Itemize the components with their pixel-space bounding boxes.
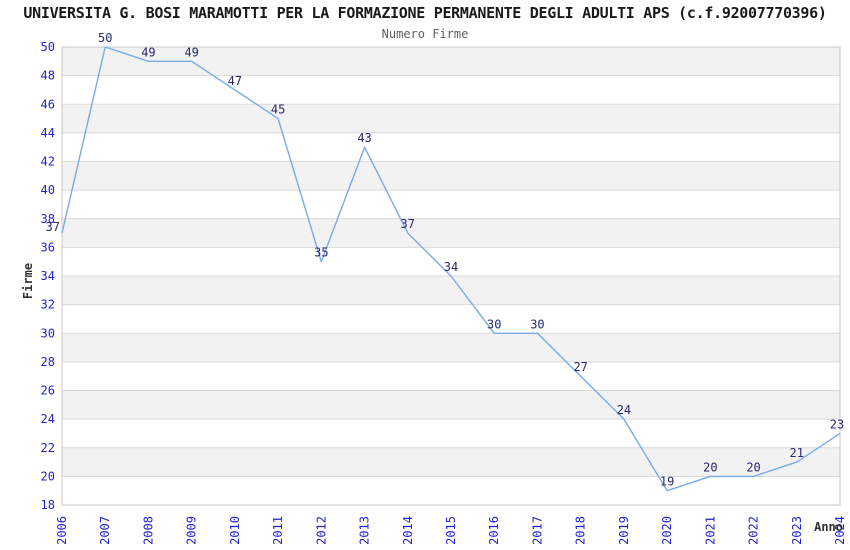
point-label: 27 [573,360,587,374]
y-tick-label: 28 [41,355,55,369]
x-tick-label: 2019 [617,516,631,545]
point-label: 30 [530,317,544,331]
x-tick-label: 2007 [98,516,112,545]
x-tick-label: 2014 [401,516,415,545]
point-label: 49 [141,45,155,59]
grid-band [62,447,840,477]
x-tick-label: 2020 [660,516,674,545]
x-tick-label: 2013 [358,516,372,545]
y-tick-label: 36 [41,240,55,254]
x-tick-label: 2010 [228,516,242,545]
point-label: 20 [703,460,717,474]
point-label: 37 [46,220,60,234]
point-label: 20 [746,460,760,474]
y-tick-label: 40 [41,183,55,197]
x-tick-label: 2006 [55,516,69,545]
data-line [61,46,841,492]
chart-title: UNIVERSITA G. BOSI MARAMOTTI PER LA FORM… [23,4,827,22]
point-label: 37 [401,217,415,231]
grid-band [62,333,840,362]
point-label: 23 [830,417,844,431]
y-tick-label: 46 [41,97,55,111]
y-tick-label: 20 [41,469,55,483]
point-label: 49 [184,45,198,59]
point-label: 47 [228,74,242,88]
y-tick-label: 22 [41,441,55,455]
point-label: 43 [357,131,371,145]
y-tick-label: 32 [41,298,55,312]
y-tick-label: 30 [41,326,55,340]
x-tick-label: 2012 [314,516,328,545]
y-tick-label: 44 [41,126,55,140]
grid-band [62,390,840,420]
plot-border [61,46,841,506]
x-tick-label: 2009 [185,516,199,545]
point-label: 34 [444,260,458,274]
x-tick-label: 2015 [444,516,458,545]
x-axis-name: Anno [814,520,843,534]
x-tick-label: 2016 [487,516,501,545]
y-tick-label: 42 [41,155,55,169]
point-label: 21 [790,446,804,460]
y-tick-label: 34 [41,269,55,283]
grid-band [62,104,840,133]
point-label: 24 [617,403,631,417]
grid-band [62,276,840,305]
x-tick-label: 2021 [703,516,717,545]
grid-band [62,161,840,191]
x-tick-label: 2008 [141,516,155,545]
point-label: 35 [314,246,328,260]
y-tick-label: 18 [41,498,55,512]
x-tick-label: 2018 [574,516,588,545]
grid-band [62,218,840,248]
chart-subtitle: Numero Firme [381,27,469,41]
point-label: 19 [660,475,674,489]
x-tick-label: 2022 [747,516,761,545]
point-label: 30 [487,317,501,331]
x-tick-label: 2017 [530,516,544,545]
point-label: 50 [98,31,112,45]
y-axis-name: Firme [21,263,35,299]
y-tick-label: 24 [41,412,55,426]
x-tick-label: 2011 [271,516,285,545]
y-tick-label: 48 [41,69,55,83]
x-tick-label: 2024 [833,516,847,545]
x-tick-label: 2023 [790,516,804,545]
point-label: 45 [271,103,285,117]
y-tick-label: 26 [41,384,55,398]
y-tick-label: 50 [41,40,55,54]
y-tick-label: 38 [41,212,55,226]
